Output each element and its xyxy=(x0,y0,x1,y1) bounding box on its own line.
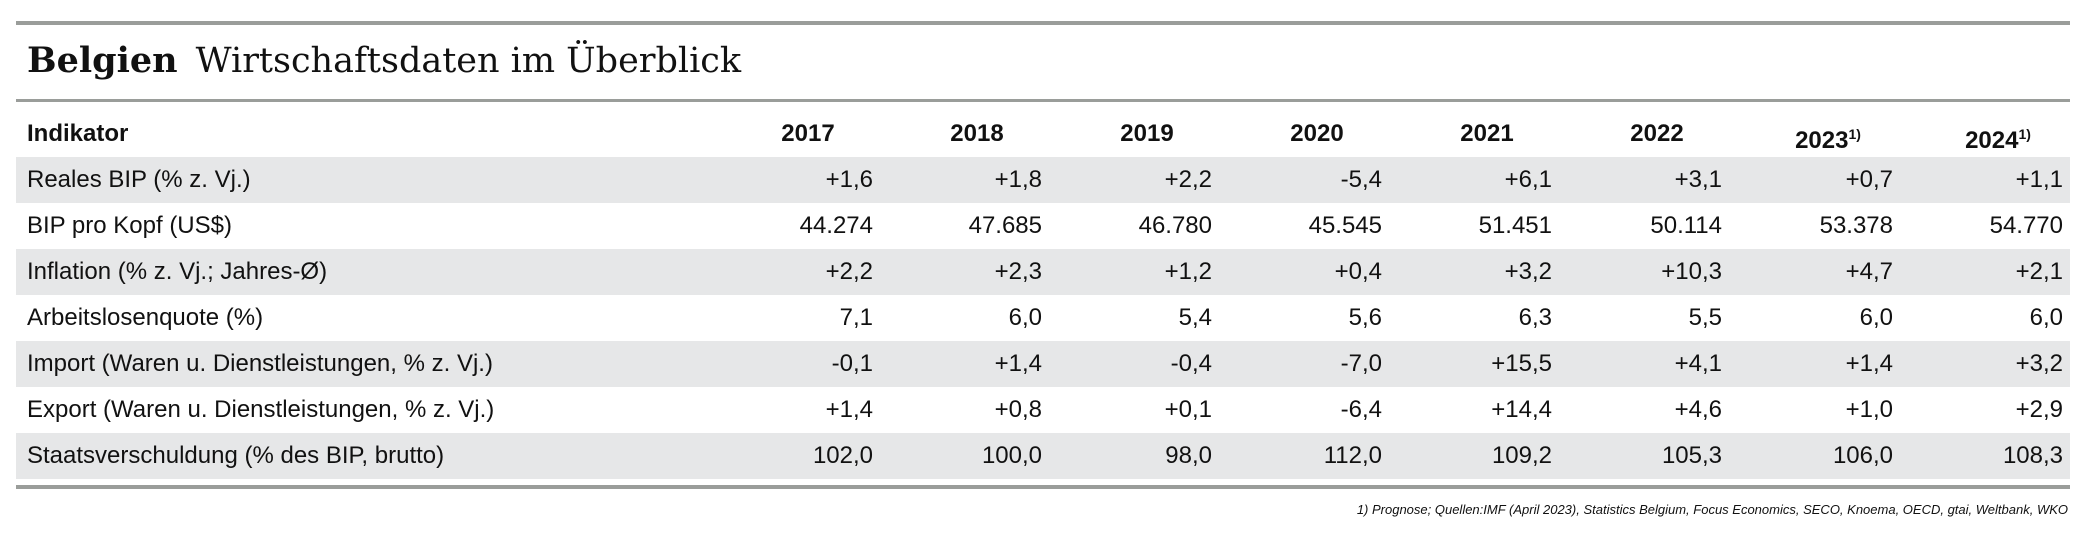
value-cell: +3,1 xyxy=(1674,166,1722,193)
value-cell: 102,0 xyxy=(812,442,873,469)
country: Belgien xyxy=(27,40,178,81)
value-cell: +1,0 xyxy=(1845,396,1893,423)
value-cell: 50.114 xyxy=(1650,212,1722,239)
value-cell: +0,4 xyxy=(1334,258,1382,285)
value-cell: +3,2 xyxy=(2015,350,2063,377)
year: 2017 xyxy=(781,120,835,147)
header-rule xyxy=(16,99,2070,102)
table-row: Reales BIP (% z. Vj.) +1,6 +1,8 +2,2 -5,4 +6,… xyxy=(16,157,2070,203)
year: 2024 xyxy=(1965,127,2019,154)
value-cell: +14,4 xyxy=(1491,396,1552,423)
row-label: Arbeitslosenquote (%) xyxy=(27,304,264,331)
row-label: Import (Waren u. Dienstleistungen, % z. … xyxy=(27,350,493,377)
value-cell: 106,0 xyxy=(1832,442,1893,469)
header-cell: 20231) xyxy=(1763,111,1893,157)
header-cell: 2018 xyxy=(912,111,1042,157)
value-cell: -6,4 xyxy=(1340,396,1382,423)
value-cell: 47.685 xyxy=(968,212,1042,239)
year: 2022 xyxy=(1630,120,1684,147)
table-row: BIP pro Kopf (US$) 44.274 47.685 46.780 45.5… xyxy=(16,203,2070,249)
value-cell: +2,2 xyxy=(825,258,873,285)
value-cell: +1,2 xyxy=(1164,258,1212,285)
table-row: Staatsverschuldung (% des BIP, brutto) 10… xyxy=(16,433,2070,479)
title: Belgien Wirtschaftsdaten im Überblick xyxy=(27,40,741,81)
value-cell: 100,0 xyxy=(981,442,1042,469)
value-cell: 105,3 xyxy=(1661,442,1722,469)
value-cell: +10,3 xyxy=(1661,258,1722,285)
value-cell: 5,5 xyxy=(1688,304,1722,331)
value-cell: 6,0 xyxy=(2029,304,2063,331)
header-row: Indikator 2017 2018 2019 2020 2021 2022 20231) 2… xyxy=(16,111,2070,157)
value-cell: +1,8 xyxy=(994,166,1042,193)
header-cell: 2021 xyxy=(1422,111,1552,157)
value-cell: +1,4 xyxy=(1845,350,1893,377)
value-cell: 6,0 xyxy=(1008,304,1042,331)
value-cell: +15,5 xyxy=(1491,350,1552,377)
table-row: Export (Waren u. Dienstleistungen, % z. … xyxy=(16,387,2070,433)
bottom-rule xyxy=(16,485,2070,489)
value-cell: +0,1 xyxy=(1164,396,1212,423)
header-cell: 2017 xyxy=(743,111,873,157)
value-cell: 6,3 xyxy=(1518,304,1552,331)
value-cell: 109,2 xyxy=(1491,442,1552,469)
value-cell: 45.545 xyxy=(1308,212,1382,239)
value-cell: 6,0 xyxy=(1859,304,1893,331)
row-label: Inflation (% z. Vj.; Jahres-Ø) xyxy=(27,258,328,285)
footnote: 1) Prognose; Quellen:IMF (April 2023), S… xyxy=(1356,502,2068,517)
value-cell: +2,2 xyxy=(1164,166,1212,193)
year: 2023 xyxy=(1795,127,1849,154)
year: 2018 xyxy=(950,120,1004,147)
header-cell: Indikator xyxy=(27,120,129,147)
value-cell: 51.451 xyxy=(1478,212,1552,239)
value-cell: +4,6 xyxy=(1674,396,1722,423)
row-label: Export (Waren u. Dienstleistungen, % z. … xyxy=(27,396,495,423)
value-cell: -0,1 xyxy=(831,350,873,377)
value-cell: +1,4 xyxy=(825,396,873,423)
value-cell: -0,4 xyxy=(1170,350,1212,377)
row-label: Reales BIP (% z. Vj.) xyxy=(27,166,251,193)
value-cell: -7,0 xyxy=(1340,350,1382,377)
value-cell: +4,1 xyxy=(1674,350,1722,377)
table-row: Import (Waren u. Dienstleistungen, % z. … xyxy=(16,341,2070,387)
value-cell: +2,1 xyxy=(2015,258,2063,285)
value-cell: +2,3 xyxy=(994,258,1042,285)
value-cell: -5,4 xyxy=(1340,166,1382,193)
footnote-ref: 1) xyxy=(1848,126,1861,142)
year: 2020 xyxy=(1290,120,1344,147)
value-cell: 53.378 xyxy=(1819,212,1893,239)
value-cell: +1,6 xyxy=(825,166,873,193)
value-cell: 108,3 xyxy=(2002,442,2063,469)
header-cell: 2022 xyxy=(1592,111,1722,157)
table-row: Arbeitslosenquote (%) 7,1 6,0 5,4 5,6 6,3 5,5 6… xyxy=(16,295,2070,341)
value-cell: +1,4 xyxy=(994,350,1042,377)
header-cell: 20241) xyxy=(1933,111,2063,157)
footnote-ref: 1) xyxy=(2018,126,2031,142)
header-cell: 2020 xyxy=(1252,111,1382,157)
row-label: BIP pro Kopf (US$) xyxy=(27,212,232,239)
value-cell: 5,6 xyxy=(1348,304,1382,331)
row-label: Staatsverschuldung (% des BIP, brutto) xyxy=(27,442,445,469)
subtitle: Wirtschaftsdaten im Überblick xyxy=(195,41,742,81)
value-cell: 54.770 xyxy=(1989,212,2063,239)
value-cell: +6,1 xyxy=(1504,166,1552,193)
value-cell: 44.274 xyxy=(799,212,873,239)
value-cell: 46.780 xyxy=(1138,212,1212,239)
value-cell: 5,4 xyxy=(1178,304,1212,331)
value-cell: 112,0 xyxy=(1323,442,1382,469)
table-row: Inflation (% z. Vj.; Jahres-Ø) +2,2 +2,3 +1… xyxy=(16,249,2070,295)
value-cell: +0,8 xyxy=(994,396,1042,423)
header-cell: 2019 xyxy=(1082,111,1212,157)
value-cell: +4,7 xyxy=(1845,258,1893,285)
value-cell: +2,9 xyxy=(2015,396,2063,423)
year: 2021 xyxy=(1460,120,1514,147)
value-cell: +1,1 xyxy=(2015,166,2063,193)
value-cell: +0,7 xyxy=(1845,166,1893,193)
top-rule xyxy=(16,21,2070,25)
value-cell: 98,0 xyxy=(1165,442,1212,469)
year: 2019 xyxy=(1120,120,1174,147)
value-cell: +3,2 xyxy=(1504,258,1552,285)
value-cell: 7,1 xyxy=(839,304,873,331)
